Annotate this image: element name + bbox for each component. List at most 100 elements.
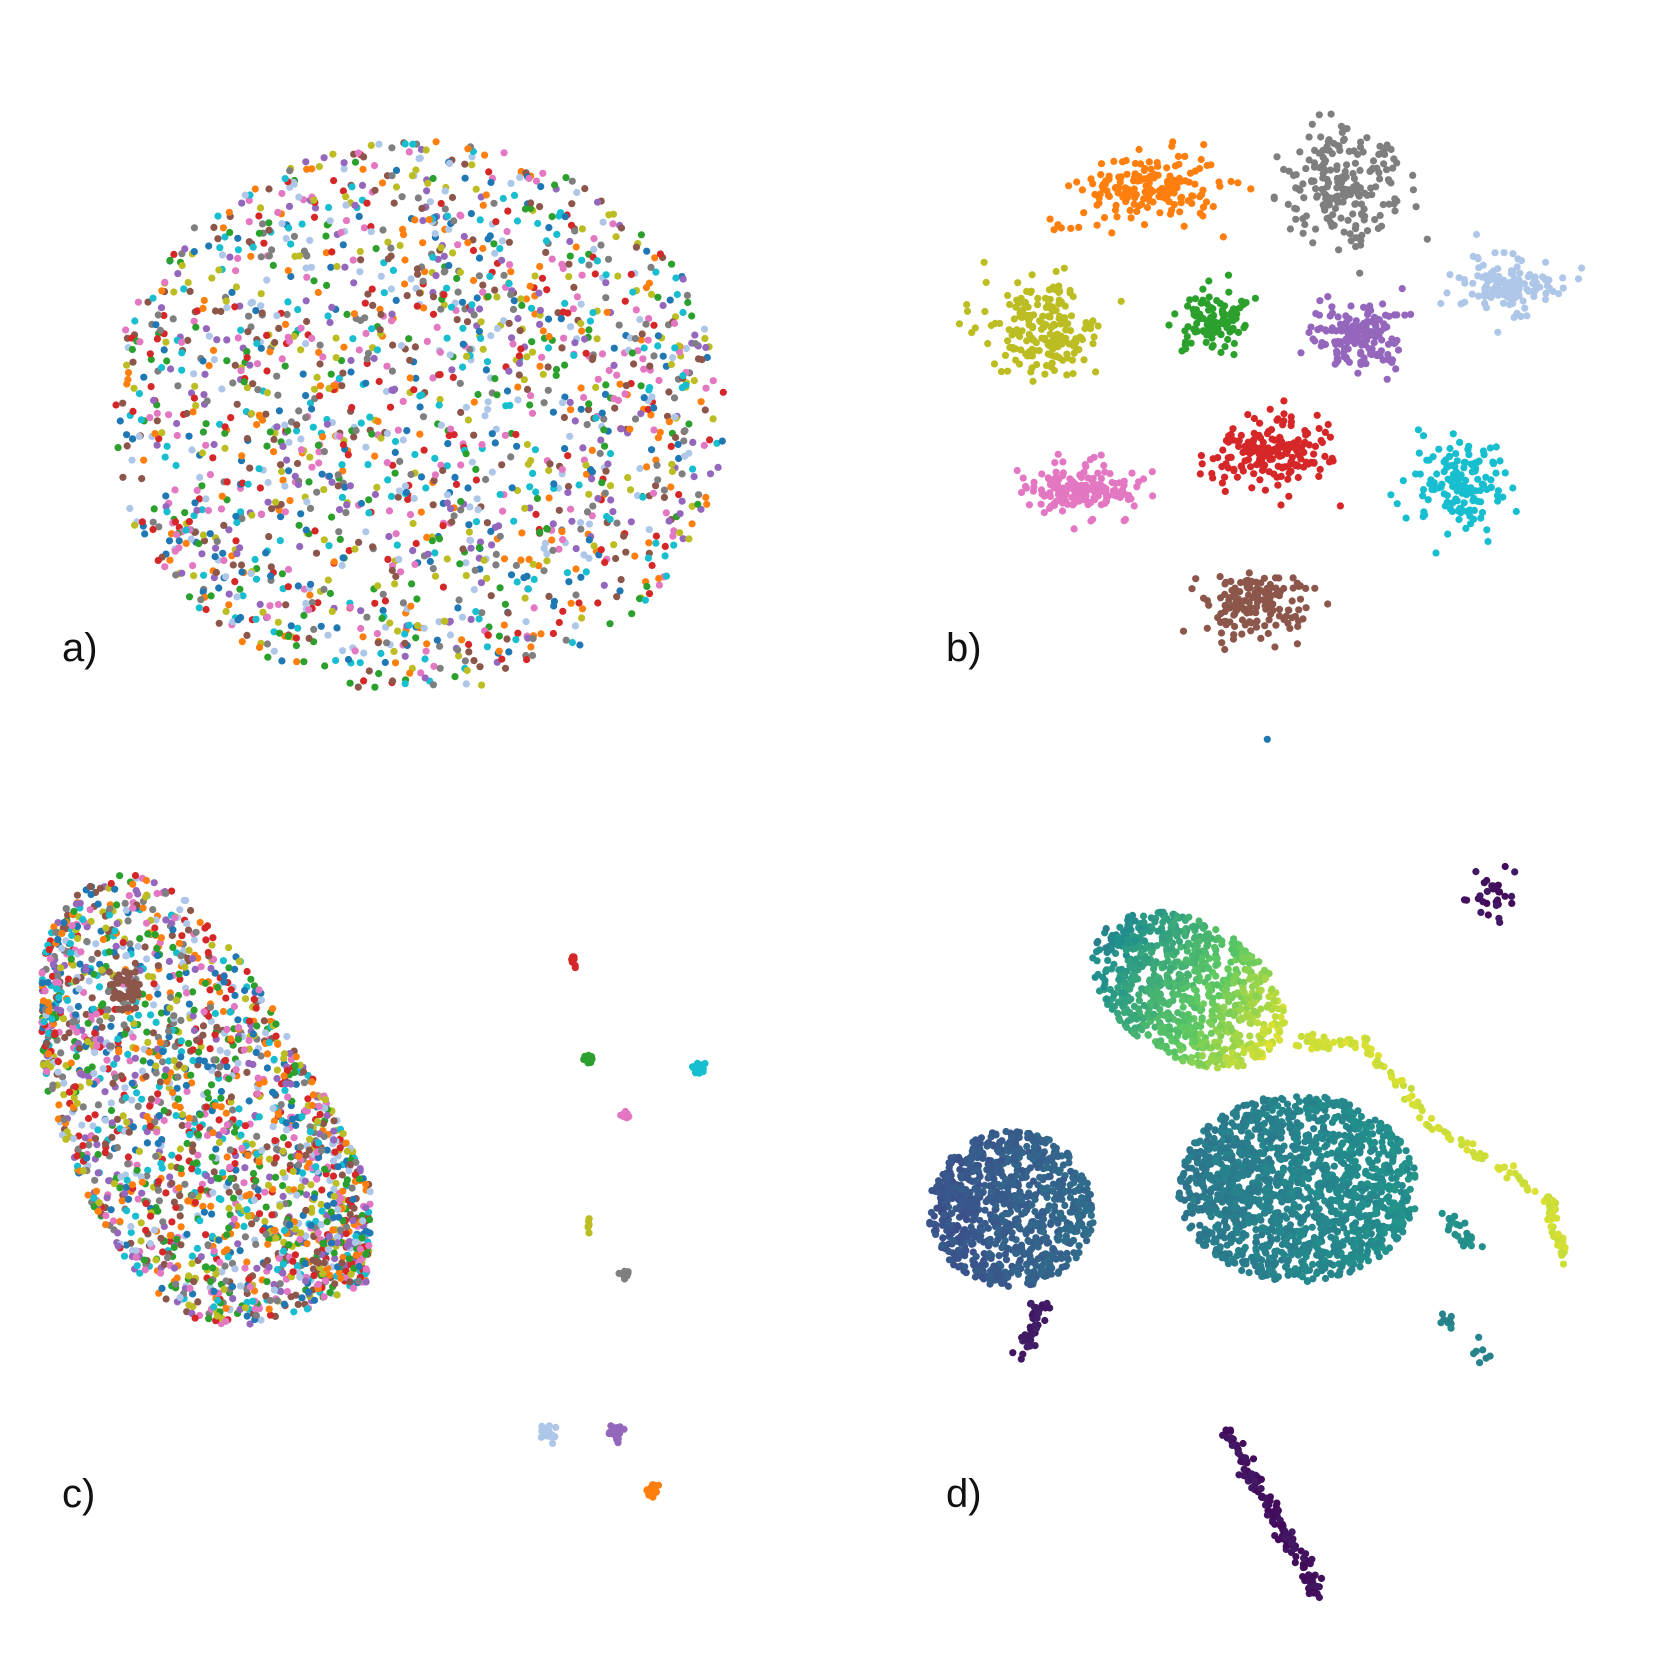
- data-point: [1062, 334, 1070, 342]
- data-point: [230, 1194, 238, 1202]
- data-point: [621, 390, 629, 398]
- data-point: [392, 530, 400, 538]
- data-point: [356, 659, 364, 667]
- data-point: [678, 497, 686, 505]
- data-point: [667, 442, 675, 450]
- data-point: [1399, 477, 1407, 485]
- data-point: [302, 158, 310, 166]
- data-point: [226, 253, 234, 261]
- data-point: [140, 1045, 148, 1053]
- data-point: [286, 1049, 294, 1058]
- data-point: [1231, 622, 1239, 631]
- data-point: [1280, 397, 1288, 405]
- data-point: [412, 374, 420, 382]
- data-point: [294, 1300, 302, 1308]
- data-point: [575, 481, 583, 489]
- data-point: [160, 346, 168, 354]
- data-point: [439, 466, 447, 475]
- data-point: [317, 622, 325, 630]
- data-point: [1093, 201, 1101, 209]
- data-point: [84, 1191, 92, 1199]
- data-point: [447, 425, 455, 433]
- data-point: [1272, 621, 1280, 629]
- data-point: [641, 596, 650, 604]
- data-point: [277, 461, 285, 469]
- data-point: [308, 1208, 316, 1216]
- data-point: [225, 1188, 233, 1196]
- data-point: [1191, 295, 1200, 303]
- data-point: [1225, 288, 1233, 296]
- data-point: [244, 480, 252, 488]
- data-point: [275, 1254, 283, 1262]
- data-point: [153, 889, 161, 898]
- data-point: [1510, 313, 1518, 321]
- data-point: [1363, 134, 1371, 142]
- data-point: [457, 506, 465, 514]
- data-point: [241, 986, 249, 995]
- data-point: [54, 972, 62, 980]
- data-point: [281, 362, 289, 370]
- data-point: [345, 547, 353, 555]
- data-point: [645, 590, 654, 598]
- data-point: [676, 529, 684, 537]
- data-point: [1423, 456, 1431, 464]
- data-point: [525, 174, 533, 183]
- data-point: [137, 416, 145, 424]
- data-point: [714, 463, 722, 471]
- data-point: [281, 320, 290, 328]
- data-point: [338, 561, 346, 570]
- data-point: [1407, 310, 1415, 318]
- data-point: [412, 166, 420, 174]
- data-point: [405, 621, 413, 629]
- data-point: [338, 382, 346, 390]
- data-point: [596, 449, 604, 458]
- data-point: [1271, 643, 1279, 651]
- data-point: [198, 506, 206, 514]
- data-point: [274, 600, 282, 609]
- data-point: [252, 615, 260, 623]
- data-point: [1337, 122, 1346, 130]
- data-point: [308, 165, 316, 173]
- data-point: [426, 198, 434, 206]
- data-point: [200, 571, 208, 579]
- data-point: [1078, 335, 1086, 344]
- data-point: [412, 539, 420, 548]
- data-point: [387, 285, 395, 293]
- data-point: [1288, 443, 1296, 451]
- data-point: [432, 272, 440, 280]
- data-point: [1381, 150, 1389, 158]
- data-point: [697, 398, 705, 406]
- data-point: [335, 374, 343, 382]
- data-point: [990, 360, 999, 368]
- data-point: [310, 1296, 319, 1304]
- data-point: [459, 340, 467, 348]
- data-point: [333, 1291, 341, 1299]
- data-point: [462, 450, 470, 458]
- data-point: [374, 417, 382, 425]
- data-point: [571, 622, 580, 630]
- data-point: [158, 429, 166, 437]
- data-point: [341, 263, 349, 271]
- data-point: [187, 535, 195, 543]
- data-point: [1216, 182, 1224, 190]
- data-point: [515, 371, 523, 379]
- data-point: [492, 550, 500, 559]
- data-point: [1289, 584, 1297, 592]
- data-point: [210, 223, 218, 231]
- data-point: [578, 225, 587, 233]
- data-point: [114, 1229, 122, 1237]
- data-point: [320, 585, 328, 594]
- data-point: [185, 432, 193, 440]
- data-point: [136, 1269, 144, 1277]
- data-point: [1343, 161, 1351, 169]
- data-point: [72, 1011, 80, 1019]
- data-point: [407, 470, 415, 479]
- data-point: [231, 1160, 239, 1168]
- data-point: [566, 432, 574, 440]
- data-point: [1357, 348, 1365, 356]
- data-point: [602, 381, 610, 389]
- data-point: [445, 225, 453, 233]
- data-point: [257, 1316, 265, 1324]
- data-point: [1302, 604, 1310, 612]
- data-point: [1344, 216, 1352, 224]
